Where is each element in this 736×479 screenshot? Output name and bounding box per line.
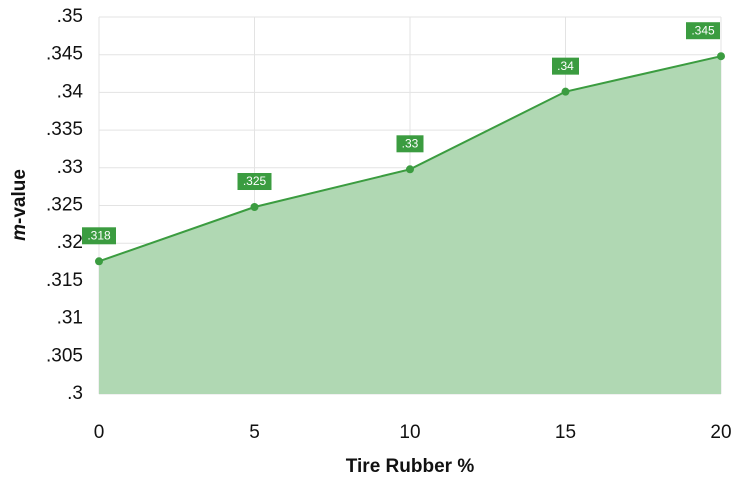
data-label-box: [686, 22, 720, 40]
data-label-box: [237, 173, 272, 191]
x-tick-label: 0: [94, 422, 105, 443]
data-label-box: [82, 227, 116, 245]
x-tick-label: 15: [555, 422, 576, 443]
marker: [95, 257, 103, 266]
y-tick-label: .305: [46, 345, 83, 366]
y-tick-label: .325: [46, 195, 83, 216]
y-tick-label: .345: [46, 44, 83, 65]
y-tick-label: .34: [57, 81, 84, 102]
y-tick-label: .33: [57, 157, 83, 178]
y-tick-label: .31: [57, 308, 83, 329]
area: [99, 56, 721, 394]
y-tick-label: .35: [57, 6, 83, 27]
marker: [717, 52, 725, 61]
y-axis-title: m-value: [9, 169, 30, 241]
y-tick-label: .32: [57, 232, 83, 253]
x-tick-label: 20: [710, 422, 731, 443]
marker: [561, 87, 570, 96]
data-label: .345: [691, 23, 715, 37]
data-label-box: [552, 57, 579, 75]
y-tick-label: .335: [46, 119, 83, 140]
x-tick-label: 5: [249, 422, 260, 443]
marker: [406, 165, 414, 174]
y-tick-label: .3: [67, 383, 83, 404]
y-tick-label: .315: [46, 270, 83, 291]
data-label: .325: [243, 174, 267, 188]
data-label: .318: [87, 228, 111, 242]
x-axis-title: Tire Rubber %: [346, 456, 475, 477]
data-label: .33: [402, 136, 419, 150]
x-tick-label: 10: [399, 422, 420, 443]
data-label-box: [396, 135, 424, 153]
data-label: .34: [557, 59, 574, 73]
marker: [250, 203, 259, 212]
